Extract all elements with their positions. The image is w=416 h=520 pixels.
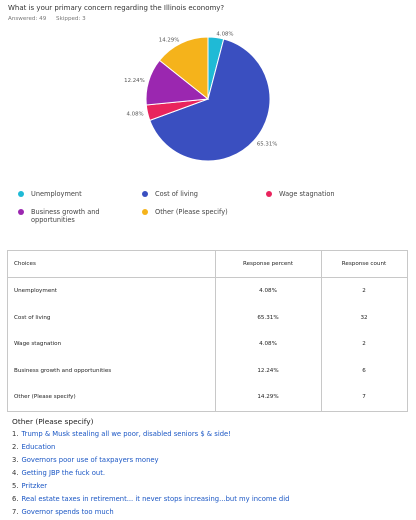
header-choices: Choices xyxy=(7,250,216,278)
list-item: 4. Getting JBP the fuck out. xyxy=(12,467,289,480)
answer-link[interactable]: Getting JBP the fuck out. xyxy=(21,469,106,477)
cell-percent: 4.08% xyxy=(215,277,322,305)
legend-label: Wage stagnation xyxy=(279,190,335,198)
cell-count: 7 xyxy=(321,384,408,412)
legend-swatch-icon xyxy=(18,191,24,197)
list-item: 6. Real estate taxes in retirement... it … xyxy=(12,493,289,506)
pie-slice-cost-of-living[interactable] xyxy=(149,38,271,162)
answer-number: 7. xyxy=(12,508,19,516)
table-row: Other (Please specify) 14.29% 7 xyxy=(7,384,408,412)
answer-link[interactable]: Governors poor use of taxpayers money xyxy=(21,456,159,464)
legend-item-unemployment[interactable]: Unemployment xyxy=(18,190,138,198)
pie-data-label: 14.29% xyxy=(159,38,180,44)
pie-chart: 4.08% 65.31% 4.08% 12.24% 14.29% xyxy=(124,32,278,162)
cell-choice: Wage stagnation xyxy=(7,331,216,358)
other-answers-title: Other (Please specify) xyxy=(12,417,94,426)
cell-choice: Unemployment xyxy=(7,277,216,305)
cell-percent: 14.29% xyxy=(215,384,322,412)
answer-link[interactable]: Education xyxy=(21,443,56,451)
legend-label: Cost of living xyxy=(155,190,198,198)
table-row: Business growth and opportunities 12.24%… xyxy=(7,357,408,384)
pie-slice-other-please-specify[interactable] xyxy=(158,36,209,101)
answer-number: 2. xyxy=(12,443,19,451)
cell-percent: 4.08% xyxy=(215,331,322,358)
answer-link[interactable]: Trump & Musk stealing all we poor, disab… xyxy=(21,430,231,438)
legend-item-other[interactable]: Other (Please specify) xyxy=(142,208,262,216)
cell-count: 2 xyxy=(321,277,408,305)
table-row: Cost of living 65.31% 32 xyxy=(7,304,408,331)
responses-table: Choices Response percent Response count … xyxy=(7,250,408,412)
legend-label: Business growth and opportunities xyxy=(31,208,100,224)
answer-number: 6. xyxy=(12,495,19,503)
table-row: Unemployment 4.08% 2 xyxy=(7,277,408,305)
answer-number: 1. xyxy=(12,430,19,438)
legend-item-business-growth[interactable]: Business growth and opportunities xyxy=(18,208,118,224)
header-response-percent: Response percent xyxy=(215,250,322,278)
legend-swatch-icon xyxy=(142,191,148,197)
skipped-count: Skipped: 3 xyxy=(56,16,86,22)
answer-link[interactable]: Governor spends too much xyxy=(21,508,114,516)
cell-percent: 65.31% xyxy=(215,304,322,331)
pie-data-label: 65.31% xyxy=(257,141,278,147)
header-response-count: Response count xyxy=(321,250,408,278)
list-item: 2. Education xyxy=(12,441,289,454)
legend-label: Other (Please specify) xyxy=(155,208,228,216)
answer-number: 4. xyxy=(12,469,19,477)
list-item: 3. Governors poor use of taxpayers money xyxy=(12,454,289,467)
legend-swatch-icon xyxy=(266,191,272,197)
cell-choice: Other (Please specify) xyxy=(7,384,216,412)
legend-item-wage-stagnation[interactable]: Wage stagnation xyxy=(266,190,386,198)
legend-label: Unemployment xyxy=(31,190,82,198)
answer-number: 5. xyxy=(12,482,19,490)
cell-count: 2 xyxy=(321,331,408,358)
answer-number: 3. xyxy=(12,456,19,464)
pie-data-label: 4.08% xyxy=(216,32,233,38)
question-title: What is your primary concern regarding t… xyxy=(8,4,225,12)
list-item: 7. Governor spends too much xyxy=(12,506,289,519)
response-stats: Answered: 49 Skipped: 3 xyxy=(8,16,94,22)
answer-link[interactable]: Pritzker xyxy=(21,482,48,490)
pie-data-label: 12.24% xyxy=(124,78,145,84)
answered-count: Answered: 49 xyxy=(8,16,47,22)
other-answers-list: 1. Trump & Musk stealing all we poor, dis… xyxy=(12,428,289,519)
legend-swatch-icon xyxy=(142,209,148,215)
list-item: 1. Trump & Musk stealing all we poor, dis… xyxy=(12,428,289,441)
cell-count: 32 xyxy=(321,304,408,331)
table-row: Wage stagnation 4.08% 2 xyxy=(7,331,408,358)
pie-data-label: 4.08% xyxy=(127,112,144,118)
answer-link[interactable]: Real estate taxes in retirement... it ne… xyxy=(21,495,290,503)
cell-choice: Cost of living xyxy=(7,304,216,331)
legend-item-cost-of-living[interactable]: Cost of living xyxy=(142,190,262,198)
cell-count: 6 xyxy=(321,357,408,384)
legend-swatch-icon xyxy=(18,209,24,215)
table-header-row: Choices Response percent Response count xyxy=(7,250,408,278)
cell-choice: Business growth and opportunities xyxy=(7,357,216,384)
cell-percent: 12.24% xyxy=(215,357,322,384)
list-item: 5. Pritzker xyxy=(12,480,289,493)
